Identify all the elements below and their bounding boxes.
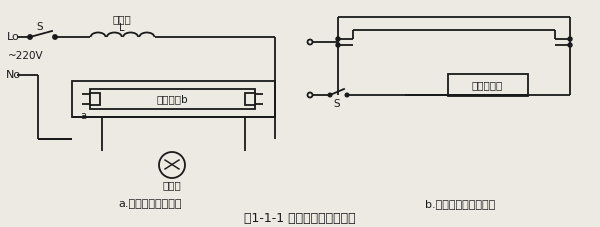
Text: ~220V: ~220V xyxy=(8,51,44,61)
Circle shape xyxy=(53,35,57,39)
Bar xyxy=(72,81,275,117)
Circle shape xyxy=(28,35,32,39)
Text: 电子镇流器: 电子镇流器 xyxy=(472,80,503,90)
Text: S: S xyxy=(37,22,43,32)
Circle shape xyxy=(345,93,349,97)
Text: 荧光灯管b: 荧光灯管b xyxy=(156,94,188,104)
Text: 镇流器: 镇流器 xyxy=(113,14,131,24)
Text: a.普通镇流器接线图: a.普通镇流器接线图 xyxy=(118,199,182,209)
Text: 图1-1-1 单管荧光灯照明线路: 图1-1-1 单管荧光灯照明线路 xyxy=(244,212,356,225)
Circle shape xyxy=(328,93,332,97)
Text: a: a xyxy=(80,111,86,121)
Text: No: No xyxy=(5,70,20,80)
Text: Lo: Lo xyxy=(7,32,19,42)
Text: S: S xyxy=(334,99,340,109)
Bar xyxy=(90,93,100,105)
Bar xyxy=(448,74,527,96)
Text: 启动器: 启动器 xyxy=(163,180,181,190)
Circle shape xyxy=(336,43,340,47)
Bar xyxy=(245,93,255,105)
Circle shape xyxy=(336,37,340,41)
Circle shape xyxy=(568,43,572,47)
Text: L: L xyxy=(119,23,125,33)
Text: b.电子式镇流器接线图: b.电子式镇流器接线图 xyxy=(425,199,495,209)
Circle shape xyxy=(568,37,572,41)
Bar xyxy=(90,89,255,109)
